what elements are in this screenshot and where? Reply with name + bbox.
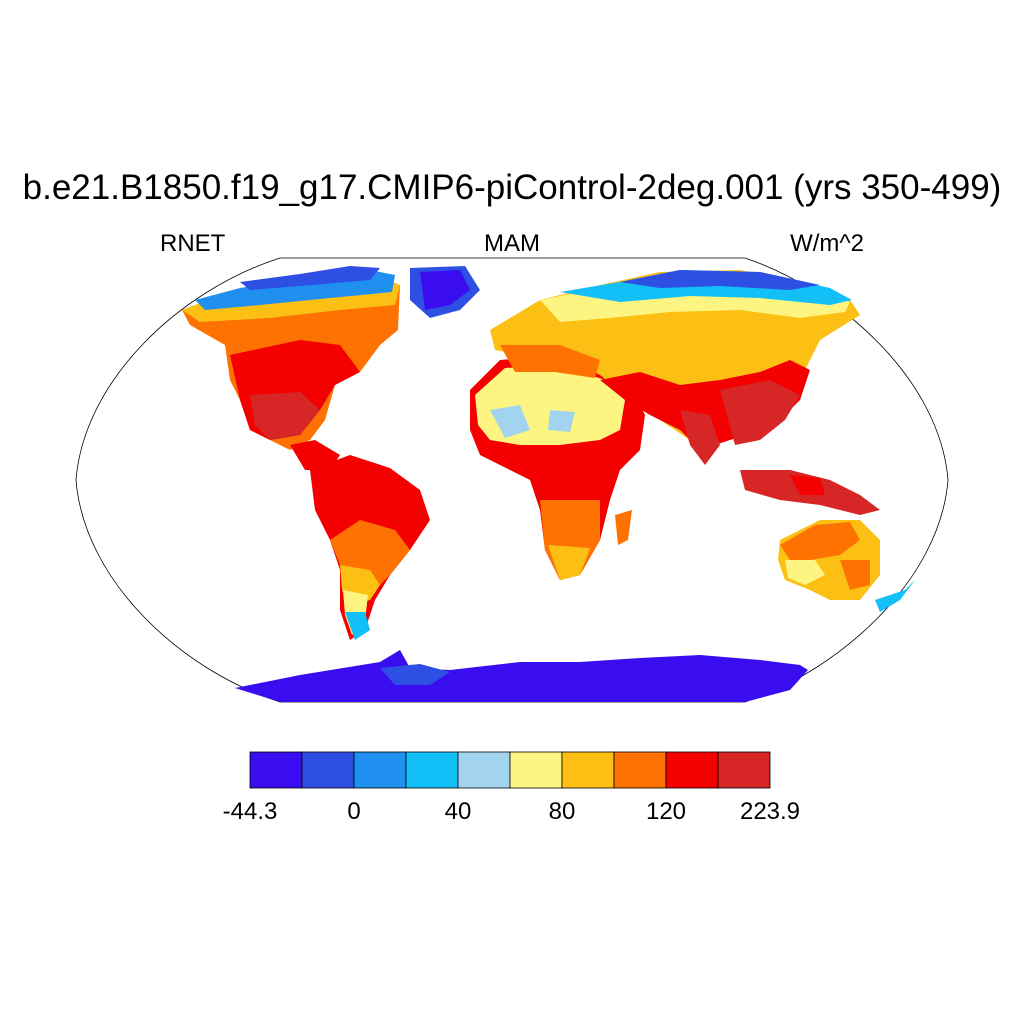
colorbar-swatch <box>353 751 407 789</box>
southeast-asia-islands <box>740 470 880 515</box>
variable-label: RNET <box>160 230 226 257</box>
antarctica <box>235 650 808 702</box>
colorbar-label: 80 <box>548 798 576 825</box>
colorbar-swatch <box>717 751 771 789</box>
colorbar-swatch <box>457 751 511 789</box>
colorbar-swatch <box>665 751 719 789</box>
plot-title: b.e21.B1850.f19_g17.CMIP6-piControl-2deg… <box>22 168 1002 207</box>
south-america <box>310 455 430 640</box>
colorbar-label: 223.9 <box>739 798 801 825</box>
australia <box>778 520 915 612</box>
colorbar-labels: -44.3 0 40 80 120 223.9 <box>0 798 1024 828</box>
colorbar-swatch <box>249 751 303 789</box>
colorbar-label: 120 <box>645 798 687 825</box>
colorbar-swatch <box>405 751 459 789</box>
colorbar-label: -44.3 <box>222 798 278 825</box>
africa <box>470 355 645 580</box>
colorbar-swatch <box>561 751 615 789</box>
north-america <box>182 266 480 470</box>
colorbar <box>249 751 771 789</box>
units-label: W/m^2 <box>790 230 864 257</box>
colorbar-swatch <box>613 751 667 789</box>
colorbar-label: 0 <box>347 798 361 825</box>
colorbar-label: 40 <box>444 798 472 825</box>
colorbar-swatch <box>301 751 355 789</box>
colorbar-swatch <box>509 751 563 789</box>
eurasia <box>490 270 860 465</box>
season-label: MAM <box>484 230 540 257</box>
